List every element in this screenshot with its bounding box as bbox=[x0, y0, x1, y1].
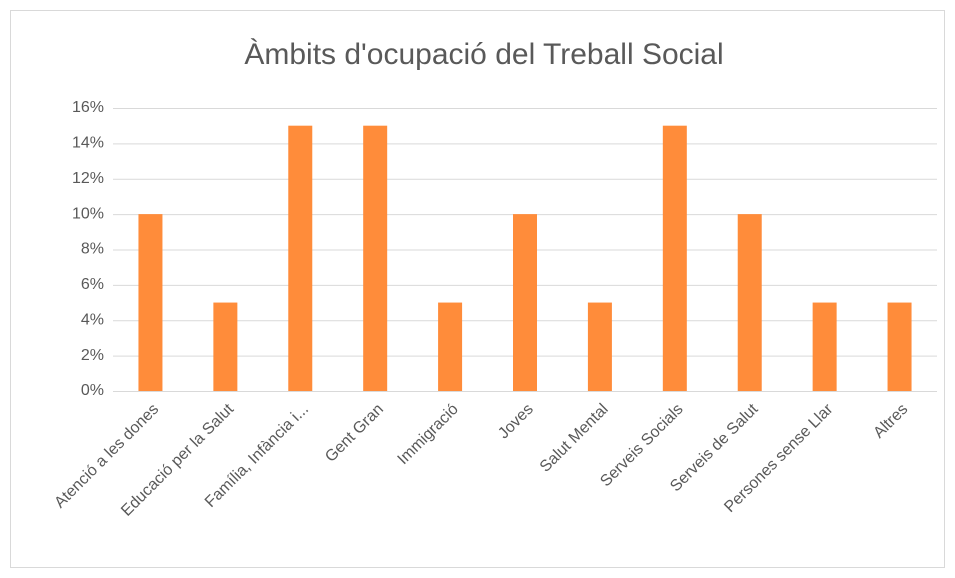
y-tick-label: 6% bbox=[81, 276, 104, 293]
y-tick-label: 2% bbox=[81, 347, 104, 364]
bar bbox=[438, 302, 463, 391]
y-tick-label: 10% bbox=[72, 205, 104, 222]
bar bbox=[363, 125, 388, 391]
bar bbox=[887, 302, 912, 391]
bar bbox=[662, 125, 687, 391]
chart-frame bbox=[10, 10, 945, 568]
bar bbox=[288, 125, 313, 391]
y-tick-label: 0% bbox=[81, 382, 104, 399]
bar bbox=[737, 214, 762, 391]
bar bbox=[213, 302, 238, 391]
y-tick-label: 8% bbox=[81, 241, 104, 258]
y-tick-label: 14% bbox=[72, 135, 104, 152]
bar bbox=[812, 302, 837, 391]
bar bbox=[513, 214, 537, 391]
bar bbox=[587, 302, 612, 391]
bar bbox=[138, 214, 163, 391]
y-tick-label: 12% bbox=[72, 170, 104, 187]
y-tick-label: 4% bbox=[81, 311, 104, 328]
chart-title: Àmbits d'ocupació del Treball Social bbox=[244, 38, 723, 71]
y-tick-label: 16% bbox=[72, 99, 104, 116]
